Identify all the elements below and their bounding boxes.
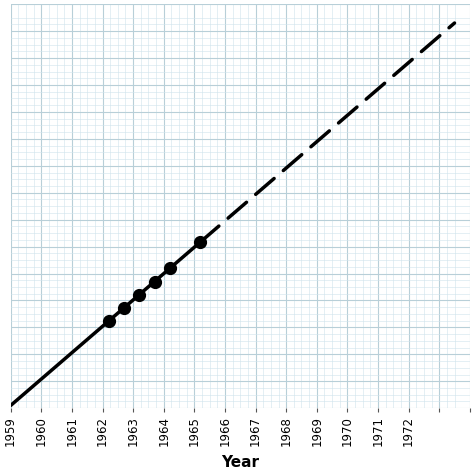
X-axis label: Year: Year xyxy=(221,455,259,470)
